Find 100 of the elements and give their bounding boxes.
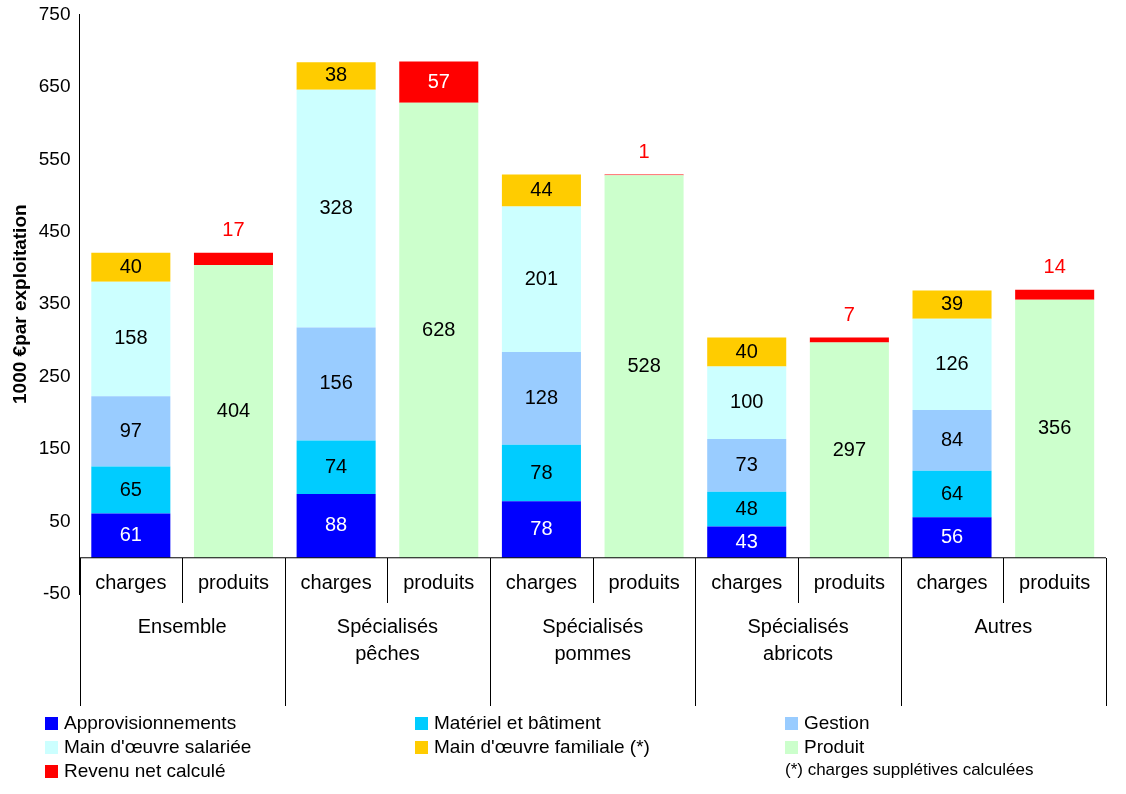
data-label: 404 (216, 398, 251, 421)
data-label: 328 (319, 196, 353, 219)
data-label: 48 (735, 496, 758, 519)
bar (501, 501, 581, 558)
bar (193, 265, 273, 558)
data-label: 158 (114, 326, 148, 349)
text: (*) charges supplétives calculées (785, 760, 1035, 781)
y-tick-label: 50 (49, 509, 71, 531)
x-tick-label: charges (505, 571, 577, 594)
bar (809, 337, 889, 343)
data-label: 38 (325, 63, 348, 86)
bar (912, 517, 992, 558)
x-tick-label: charges (95, 571, 167, 594)
bar (501, 206, 581, 353)
bar (912, 409, 992, 471)
y-tick-label: 750 (38, 2, 71, 24)
data-label: 57 (427, 69, 450, 92)
data-label: 17 (222, 218, 245, 241)
data-label: 628 (422, 317, 456, 340)
bar (91, 252, 171, 282)
text: Spécialisés pommes (542, 615, 644, 665)
data-label: 44 (530, 177, 553, 200)
data-label: 100 (730, 390, 764, 413)
bar (296, 440, 376, 495)
x-tick-label: charges (916, 571, 988, 594)
data-label: 73 (735, 452, 758, 475)
y-tick-label: 650 (38, 75, 71, 97)
x-tick-label: charges (300, 571, 372, 594)
bar (501, 174, 581, 207)
data-label: 528 (627, 354, 661, 377)
x-tick-label: produits (608, 571, 680, 594)
bar (1015, 289, 1095, 300)
legend-label: Main d'œuvre salariée (64, 736, 252, 758)
y-axis-title: 1000 €par exploitation (8, 204, 30, 404)
data-label: 40 (735, 339, 758, 362)
text: Autres (974, 615, 1033, 638)
y-tick-label: 250 (38, 364, 71, 386)
data-label: 74 (325, 454, 348, 477)
bar (296, 494, 376, 558)
bar (912, 318, 992, 410)
data-label: 7 (843, 303, 855, 326)
legend-label: Approvisionnements (64, 712, 237, 734)
data-label: 65 (119, 477, 142, 500)
bar (91, 466, 171, 514)
bar (707, 366, 787, 439)
bar (296, 89, 376, 328)
bar (604, 175, 684, 558)
data-label: 84 (940, 427, 964, 450)
data-label: 64 (940, 481, 964, 504)
y-tick-label: 150 (38, 437, 71, 459)
bar (399, 61, 479, 103)
y-tick-label: -50 (43, 582, 71, 604)
data-label: 88 (325, 513, 348, 536)
bar (809, 342, 889, 558)
data-label: 40 (119, 254, 142, 277)
bar (91, 396, 171, 467)
data-label: 78 (530, 517, 553, 540)
data-label: 14 (1043, 255, 1066, 278)
bar (296, 327, 376, 441)
data-label: 39 (940, 292, 964, 315)
legend-label: Matériel et bâtiment (434, 712, 601, 734)
data-label: 61 (119, 523, 142, 546)
data-label: 356 (1037, 416, 1072, 439)
bar (707, 337, 787, 367)
bar (91, 513, 171, 558)
data-label: 56 (940, 525, 964, 547)
data-label: 97 (119, 418, 142, 441)
x-tick-label: produits (1019, 571, 1091, 594)
bar (707, 438, 787, 492)
x-tick-label: produits (813, 571, 885, 594)
data-label: 43 (735, 529, 758, 552)
data-label: 201 (524, 266, 559, 289)
text: Ensemble (137, 615, 227, 638)
data-label: 1 (638, 140, 650, 163)
legend-label: Produit (804, 736, 865, 758)
bar (296, 62, 376, 90)
y-tick-label: 450 (38, 219, 71, 241)
bar (707, 491, 787, 527)
bar (501, 352, 581, 445)
bar (193, 252, 273, 266)
text: Spécialisés abricots (747, 615, 849, 665)
bar (501, 444, 581, 502)
data-label: 297 (832, 437, 867, 460)
x-tick-label: produits (197, 571, 270, 594)
bar (912, 290, 992, 319)
data-label: 78 (530, 460, 553, 483)
bar (1015, 299, 1095, 558)
data-label: 126 (935, 351, 969, 374)
text: Spécialisés pêches (336, 615, 439, 665)
bar (91, 281, 171, 397)
legend-label: Gestion (804, 712, 870, 734)
legend-label: Main d'œuvre familiale (*) (434, 736, 650, 758)
legend-label: Revenu net calculé (64, 760, 226, 782)
x-tick-label: produits (403, 571, 475, 594)
bar (912, 470, 992, 518)
bar (399, 102, 479, 558)
data-label: 156 (319, 371, 353, 394)
y-tick-label: 550 (38, 147, 71, 169)
data-label: 128 (524, 385, 559, 408)
x-tick-label: charges (711, 571, 783, 594)
